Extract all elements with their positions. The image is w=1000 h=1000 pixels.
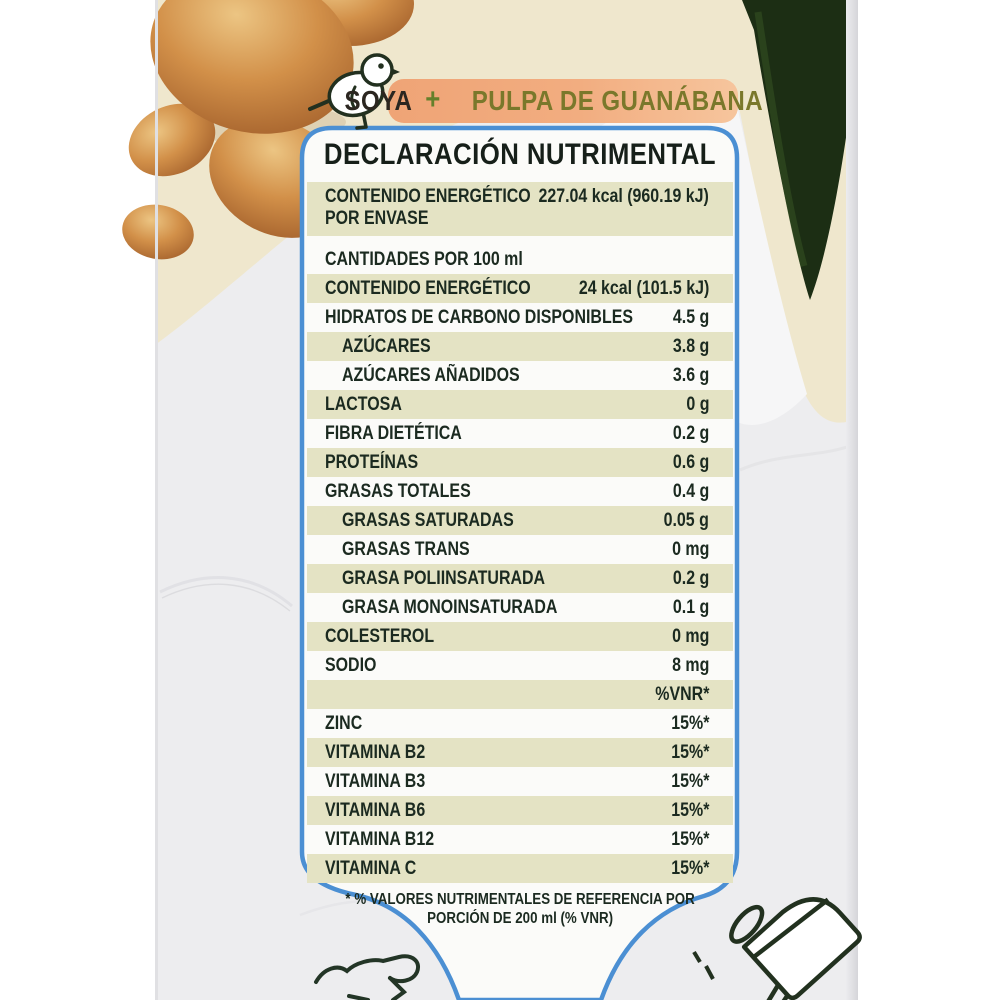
product-badge: SOYA + PULPA DE GUANÁBANA	[345, 79, 763, 123]
row-value: 0.1 g	[672, 596, 709, 618]
row-value: 3.8 g	[672, 335, 709, 357]
nutrition-row: AZÚCARES AÑADIDOS 3.6 g	[307, 361, 733, 390]
nutrition-row: PROTEÍNAS 0.6 g	[307, 448, 733, 477]
row-value: 15%*	[670, 799, 709, 821]
row-value: 0 mg	[671, 538, 709, 560]
row-value: 3.6 g	[672, 364, 709, 386]
row-label: VITAMINA B2	[325, 741, 426, 763]
soybean-artwork	[122, 0, 414, 260]
nutrition-row: VITAMINA B3 15%*	[307, 767, 733, 796]
nutrition-row: CONTENIDO ENERGÉTICO POR ENVASE 227.04 k…	[307, 182, 733, 236]
row-value: 227.04 kcal (960.19 kJ)	[538, 186, 709, 207]
nutrition-table: CONTENIDO ENERGÉTICO POR ENVASE 227.04 k…	[307, 182, 733, 883]
carton-right-edge	[846, 0, 858, 1000]
carton-left-edge	[155, 0, 158, 1000]
nutrition-row: FIBRA DIETÉTICA 0.2 g	[307, 419, 733, 448]
nutrition-row: GRASA MONOINSATURADA 0.1 g	[307, 593, 733, 622]
nutrition-row: VITAMINA B2 15%*	[307, 738, 733, 767]
row-value: 24 kcal (101.5 kJ)	[578, 277, 709, 299]
nutrition-row: VITAMINA B6 15%*	[307, 796, 733, 825]
row-label	[325, 684, 645, 706]
row-value: 15%*	[670, 828, 709, 850]
nutrition-row: GRASAS SATURADAS 0.05 g	[307, 506, 733, 535]
row-value: 0.4 g	[672, 480, 709, 502]
watering-can-icon	[692, 897, 862, 1000]
row-value: 0.2 g	[672, 567, 709, 589]
row-label: GRASAS SATURADAS	[342, 509, 514, 531]
badge-product-variant: PULPA DE GUANÁBANA	[471, 85, 764, 116]
hand-sketch-icon	[314, 954, 420, 1000]
row-label: VITAMINA C	[325, 857, 417, 879]
row-value: 0.6 g	[672, 451, 709, 473]
bird-icon	[308, 53, 400, 130]
row-label: VITAMINA B12	[325, 828, 435, 850]
row-label: HIDRATOS DE CARBONO DISPONIBLES	[325, 306, 634, 328]
nutrition-row: HIDRATOS DE CARBONO DISPONIBLES 4.5 g	[307, 303, 733, 332]
row-value: 4.5 g	[672, 306, 709, 328]
row-label: ZINC	[325, 712, 363, 734]
footnote-line-2: PORCIÓN DE 200 ml (% VNR)	[427, 910, 613, 927]
row-label: CANTIDADES POR 100 ml	[325, 248, 523, 270]
row-label: AZÚCARES	[342, 335, 431, 357]
nutrition-row: AZÚCARES 3.8 g	[307, 332, 733, 361]
nutrition-row: GRASA POLIINSATURADA 0.2 g	[307, 564, 733, 593]
row-label: PROTEÍNAS	[325, 451, 419, 473]
nutrition-row: GRASAS TOTALES 0.4 g	[307, 477, 733, 506]
nutrition-row: ZINC 15%*	[307, 709, 733, 738]
nutrition-row: CONTENIDO ENERGÉTICO 24 kcal (101.5 kJ)	[307, 274, 733, 303]
nutrition-row: VITAMINA B12 15%*	[307, 825, 733, 854]
plus-icon: +	[425, 83, 441, 116]
row-label: VITAMINA B3	[325, 770, 426, 792]
nutrition-row: LACTOSA 0 g	[307, 390, 733, 419]
row-label: SODIO	[325, 654, 377, 676]
nutrition-row: %VNR*	[307, 680, 733, 709]
panel-title: DECLARACIÓN NUTRIMENTAL	[323, 138, 717, 171]
nutrition-row: SODIO 8 mg	[307, 651, 733, 680]
badge-product-name: SOYA	[344, 85, 413, 116]
row-value: 0.05 g	[663, 509, 709, 531]
nutrition-row: CANTIDADES POR 100 ml	[307, 245, 733, 274]
row-value: 15%*	[670, 712, 709, 734]
leaf-artwork	[742, 0, 858, 300]
nutrition-row: VITAMINA C 15%*	[307, 854, 733, 883]
row-value: 15%*	[670, 857, 709, 879]
row-label: GRASAS TOTALES	[325, 480, 471, 502]
row-label: FIBRA DIETÉTICA	[325, 422, 462, 444]
footnote-line-1: * % VALORES NUTRIMENTALES DE REFERENCIA …	[345, 891, 695, 908]
row-value: 0.2 g	[672, 422, 709, 444]
nutrition-panel: DECLARACIÓN NUTRIMENTAL CONTENIDO ENERGÉ…	[307, 128, 733, 928]
footnote: * % VALORES NUTRIMENTALES DE REFERENCIA …	[307, 890, 733, 928]
nutrition-row: COLESTEROL 0 mg	[307, 622, 733, 651]
row-label: COLESTEROL	[325, 625, 435, 647]
nutrition-row: GRASAS TRANS 0 mg	[307, 535, 733, 564]
row-label: LACTOSA	[325, 393, 402, 415]
row-value: 8 mg	[671, 654, 709, 676]
row-value: 15%*	[670, 770, 709, 792]
row-value: 15%*	[670, 741, 709, 763]
row-value: 0 g	[685, 393, 709, 415]
row-value: 0 mg	[671, 625, 709, 647]
row-label: CONTENIDO ENERGÉTICO POR ENVASE	[325, 186, 531, 229]
row-label: GRASA POLIINSATURADA	[342, 567, 546, 589]
row-value: %VNR*	[654, 683, 709, 705]
row-label: VITAMINA B6	[325, 799, 426, 821]
row-label: AZÚCARES AÑADIDOS	[342, 364, 520, 386]
row-label: CONTENIDO ENERGÉTICO	[325, 277, 531, 299]
row-label: GRASA MONOINSATURADA	[342, 596, 558, 618]
row-label: GRASAS TRANS	[342, 538, 470, 560]
